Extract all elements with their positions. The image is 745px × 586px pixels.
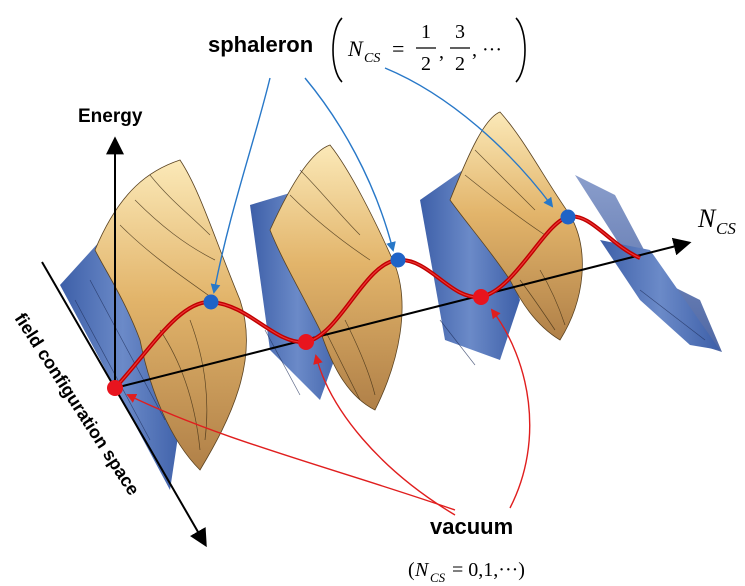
energy-axis-label: Energy (78, 106, 143, 127)
vacuum-point-0 (107, 380, 123, 396)
vacuum-formula-open: ( (408, 559, 415, 581)
vacuum-arrows (126, 308, 531, 516)
ncs-axis-label: N CS (697, 204, 736, 238)
sphaleron-arrow-1 (210, 77, 271, 294)
sphaleron-formula-open-paren (332, 17, 343, 83)
vacuum-points (107, 289, 489, 396)
vacuum-point-2 (473, 289, 489, 305)
sphaleron-formula-dots: , ··· (472, 39, 502, 61)
sphaleron-formula-symbol: N (347, 36, 364, 61)
sphaleron-point-1 (203, 294, 219, 310)
sphaleron-formula-eq: = (392, 36, 404, 61)
vacuum-formula-symbol: N (414, 559, 430, 581)
svg-text:,: , (439, 41, 444, 63)
sphaleron-point-2 (390, 252, 406, 268)
three-halves-denominator: 2 (455, 53, 465, 75)
vacuum-arrow-3 (490, 308, 531, 509)
vacuum-point-1 (298, 334, 314, 350)
sphaleron-points (203, 209, 576, 310)
sphaleron-arrow-3 (384, 67, 554, 208)
ncs-axis-subscript: CS (716, 219, 736, 238)
sphaleron-point-3 (560, 209, 576, 225)
vacuum-formula-values: = 0,1,···) (452, 559, 525, 581)
sphaleron-arrows (210, 67, 554, 294)
vacuum-arrow-1 (126, 394, 456, 511)
sphaleron-label: sphaleron (208, 32, 313, 57)
half-numerator: 1 (421, 21, 431, 43)
sphaleron-arrow-2 (304, 77, 396, 252)
ncs-axis (114, 237, 692, 389)
ncs-axis-symbol: N (697, 204, 717, 233)
sphaleron-formula-close-paren (515, 17, 526, 83)
energy-surface (60, 111, 722, 490)
vacuum-arrow-2 (313, 354, 456, 516)
sphaleron-formula: N CS = 1 2 , 3 2 , ··· (332, 17, 526, 83)
vacuum-formula: ( N CS = 0,1,···) (408, 559, 525, 585)
axes (41, 136, 692, 548)
vacuum-label: vacuum (430, 514, 513, 539)
half-denominator: 2 (421, 53, 431, 75)
vacuum-formula-sub: CS (430, 570, 446, 585)
field-axis (41, 261, 207, 548)
sphaleron-formula-sub: CS (364, 51, 380, 66)
three-halves-numerator: 3 (455, 21, 465, 43)
